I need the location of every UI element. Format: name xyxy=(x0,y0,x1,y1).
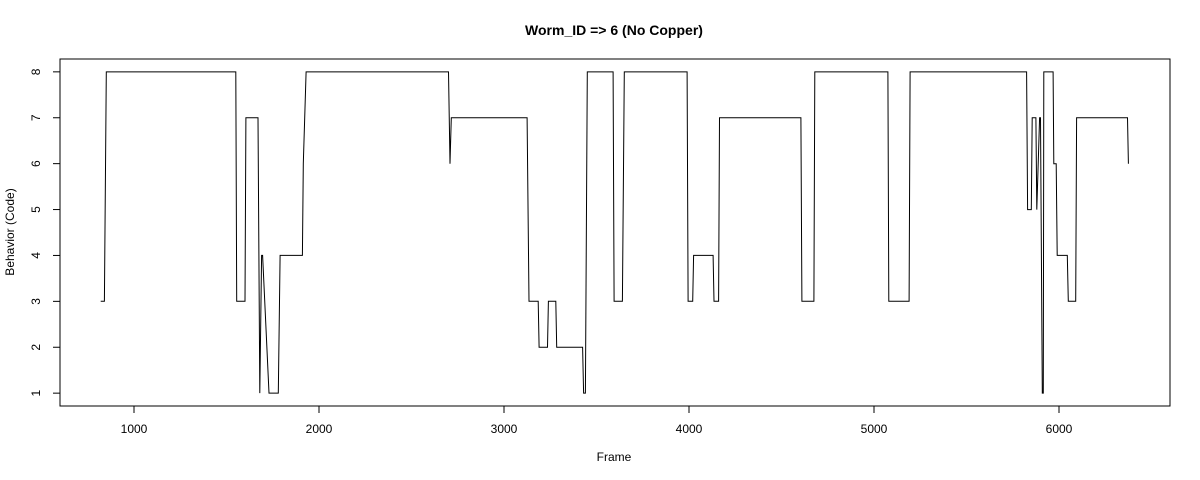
x-axis-label: Frame xyxy=(597,450,632,464)
y-tick-label: 3 xyxy=(29,298,43,305)
y-tick-label: 2 xyxy=(29,344,43,351)
y-tick-label: 6 xyxy=(29,160,43,167)
y-tick-label: 8 xyxy=(29,68,43,75)
y-axis: 1 2 3 4 5 6 7 8 xyxy=(29,68,60,396)
x-tick-label: 5000 xyxy=(861,422,888,436)
series-line xyxy=(100,71,1129,394)
x-axis: 1000 2000 3000 4000 5000 6000 xyxy=(121,406,1073,436)
y-axis-label: Behavior (Code) xyxy=(3,188,17,275)
plot-frame xyxy=(59,58,1171,407)
y-tick-label: 7 xyxy=(29,114,43,121)
x-tick-label: 4000 xyxy=(676,422,703,436)
x-tick-label: 3000 xyxy=(491,422,518,436)
chart-title: Worm_ID => 6 (No Copper) xyxy=(525,22,703,38)
y-tick-label: 5 xyxy=(29,206,43,213)
y-tick-label: 4 xyxy=(29,252,43,259)
x-tick-label: 2000 xyxy=(306,422,333,436)
y-tick-label: 1 xyxy=(29,389,43,396)
x-tick-label: 6000 xyxy=(1046,422,1073,436)
x-tick-label: 1000 xyxy=(121,422,148,436)
